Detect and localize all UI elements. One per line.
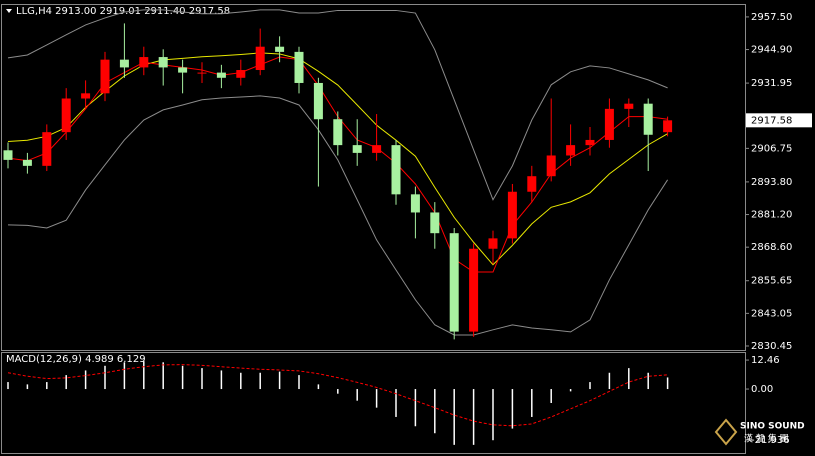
candle-body xyxy=(430,212,440,234)
candle-body xyxy=(100,59,110,94)
macd-header: MACD(12,26,9) 4.989 6.129 xyxy=(6,354,146,365)
candle-body xyxy=(566,145,576,156)
candle-body xyxy=(449,233,459,332)
main-panel-frame xyxy=(1,4,746,351)
indicator-line xyxy=(7,52,668,266)
y-tick-label: 2931.95 xyxy=(751,78,792,89)
candle-body xyxy=(42,132,52,166)
candle-body xyxy=(507,191,517,239)
y-tick-label: 2881.20 xyxy=(751,210,792,221)
y-tick-label: 2855.65 xyxy=(751,276,792,287)
candle-body xyxy=(663,120,673,133)
candle-body xyxy=(488,238,498,249)
y-tick-label: 2830.45 xyxy=(751,341,792,352)
candle-body xyxy=(333,119,343,146)
y-tick-label: 2957.50 xyxy=(751,12,792,23)
candle-body xyxy=(158,57,168,68)
candle-body xyxy=(178,67,188,73)
candle-body xyxy=(3,150,13,160)
y-tick-label: -21.936 xyxy=(751,435,790,446)
main-header: LLG,H4 2913.00 2919.01 2911.40 2917.58 xyxy=(16,6,230,17)
candle-body xyxy=(275,46,285,52)
candle-body xyxy=(236,70,246,78)
candle-body xyxy=(22,159,32,166)
candle-body xyxy=(527,176,537,192)
candle-body xyxy=(391,145,401,195)
candle-body xyxy=(313,82,323,120)
y-tick-label: 0.00 xyxy=(751,384,773,395)
indicator-line xyxy=(7,95,669,336)
candle-body xyxy=(469,248,479,332)
candle-body xyxy=(372,145,382,153)
candle-body xyxy=(81,93,91,99)
price-tag xyxy=(746,113,812,128)
watermark-title: SINO SOUND xyxy=(740,422,805,432)
y-tick-label: 2868.60 xyxy=(751,242,792,253)
candle-body xyxy=(546,155,556,177)
price-tag-label: 2917.58 xyxy=(751,115,792,126)
y-tick-label: 2906.75 xyxy=(751,143,792,154)
candle-body xyxy=(352,145,362,153)
menu-arrow[interactable] xyxy=(6,9,12,13)
macd-panel-frame xyxy=(1,352,746,454)
candle-body xyxy=(585,139,595,146)
y-tick-label: 2893.80 xyxy=(751,177,792,188)
candle-body xyxy=(643,103,653,135)
logo xyxy=(714,418,738,446)
candle-body xyxy=(216,72,226,78)
y-tick-label: 12.46 xyxy=(751,355,780,366)
candle-body xyxy=(294,51,304,83)
y-tick-label: 2843.05 xyxy=(751,308,792,319)
indicator-line xyxy=(7,9,668,201)
candle-body xyxy=(197,72,207,74)
candle-body xyxy=(139,57,149,68)
watermark: SINO SOUND 漢 聲 集 團 xyxy=(714,418,805,446)
candle-body xyxy=(119,59,129,68)
candle-body xyxy=(61,98,71,133)
candle-body xyxy=(624,103,634,109)
signal-line xyxy=(7,364,668,427)
candle-body xyxy=(410,194,420,213)
y-tick-label: 2944.90 xyxy=(751,45,792,56)
watermark-subtitle: 漢 聲 集 團 xyxy=(744,433,789,445)
candle-body xyxy=(255,46,265,71)
candle-body xyxy=(604,108,614,140)
